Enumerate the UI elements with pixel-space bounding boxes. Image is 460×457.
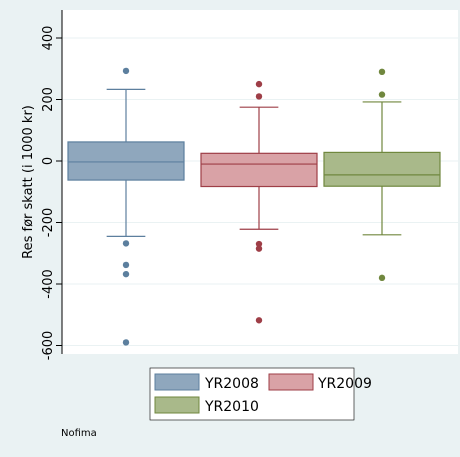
boxes [67,67,441,346]
legend: YR2008 YR2009 YR2010 [149,367,372,421]
outlier-point [255,317,263,324]
outlier-point [122,339,130,346]
box-yr2010 [323,68,441,282]
y-tick-label: -600 [41,331,56,361]
source-note: Nofima [61,428,97,439]
outlier-point [122,67,130,75]
legend-label-yr2009: YR2009 [317,376,372,392]
iqr-box [323,151,441,187]
y-tick-label: -400 [41,269,56,299]
iqr-box [67,141,185,181]
outlier-point [255,80,263,88]
y-tick-label: -200 [41,208,56,238]
y-axis: 400 200 0 -200 -400 -600 [41,10,63,361]
legend-label-yr2008: YR2008 [204,376,259,392]
y-axis-label: Res før skatt (i 1000 kr) [21,105,36,259]
outlier-point [255,245,263,252]
outlier-point [255,240,263,248]
box-yr2009 [200,80,318,324]
outlier-point [378,68,386,76]
legend-swatch-yr2009 [268,373,314,391]
legend-swatch-yr2008 [154,373,200,391]
outlier-point [378,91,386,98]
outlier-point [122,270,130,278]
legend-swatch-yr2010 [154,396,200,414]
y-tick-label: 0 [41,157,56,165]
box-yr2008 [67,67,185,346]
y-tick-label: 200 [41,87,56,112]
outlier-point [255,93,263,100]
outlier-point [122,240,130,247]
iqr-box [200,152,318,188]
legend-label-yr2010: YR2010 [204,399,259,415]
outlier-point [122,261,130,269]
outlier-point [378,274,386,282]
y-tick-label: 400 [41,26,56,51]
